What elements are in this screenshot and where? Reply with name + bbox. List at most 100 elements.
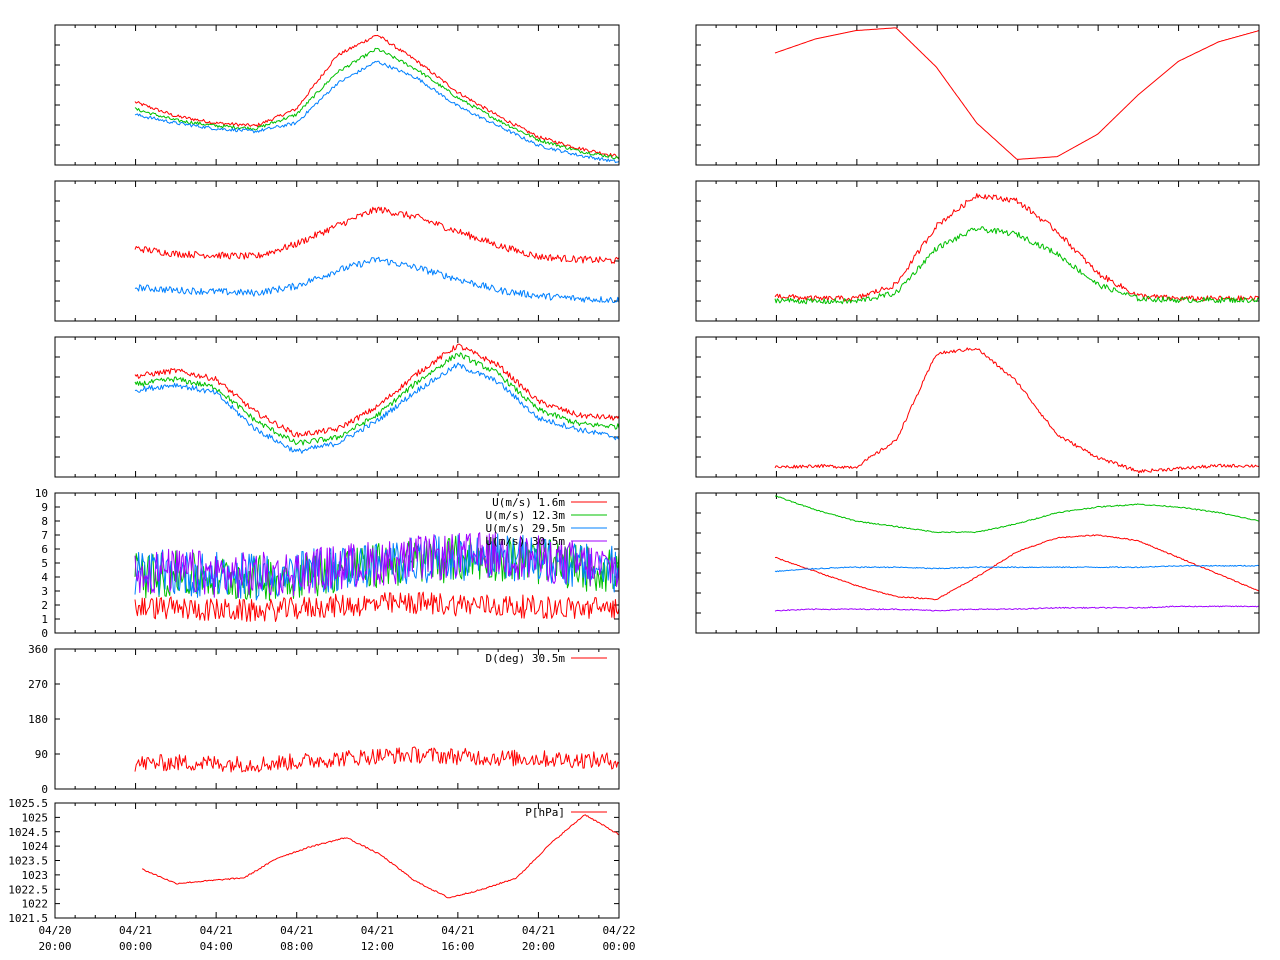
y-tick-label: 1023 (22, 869, 49, 882)
x-tick-date: 04/21 (119, 924, 152, 937)
y-tick-label: 8 (41, 515, 48, 528)
y-tick-label: 5 (41, 557, 48, 570)
x-tick-time: 00:00 (119, 940, 152, 953)
series-line-1 (134, 343, 619, 438)
y-tick-label: 1024.5 (8, 826, 48, 839)
series-line-2 (774, 226, 1259, 305)
plot-frame (54, 180, 620, 322)
series-line-4 (774, 605, 1259, 612)
series-group (134, 531, 619, 622)
legend-label: U(m/s) 30.5m (486, 535, 566, 548)
panel-wind-direction: 0 90 180 270 360 D(deg) 30.5m (28, 643, 620, 796)
panel-radiation (695, 180, 1260, 322)
y-tick-label: 2 (41, 599, 48, 612)
plot-frame (695, 180, 1260, 322)
series-line-4 (134, 531, 619, 598)
plot-frame (54, 648, 620, 790)
plot-frame (54, 24, 620, 166)
panel-net-radiation (695, 336, 1260, 478)
y-tick-label: 1022.5 (8, 883, 48, 896)
y-tick-label: 10 (35, 487, 48, 500)
series-line-1 (134, 591, 619, 622)
y-tick-label: 1022 (22, 898, 49, 911)
x-tick-date: 04/22 (602, 924, 635, 937)
x-tick-time: 08:00 (280, 940, 313, 953)
y-tick-label: 3 (41, 585, 48, 598)
x-tick-time: 12:00 (361, 940, 394, 953)
x-tick-date: 04/20 (38, 924, 71, 937)
series-group (141, 814, 619, 899)
series-group (774, 495, 1259, 612)
y-tick-label: 0 (41, 627, 48, 640)
series-line-1 (774, 27, 1259, 160)
panel-turbulence (54, 180, 620, 322)
x-tick-date: 04/21 (200, 924, 233, 937)
series-line-2 (134, 352, 619, 446)
series-line-1 (134, 34, 619, 159)
series-line-3 (134, 362, 619, 454)
y-tick-label: 1025 (22, 811, 49, 824)
y-tick-label: 1021.5 (8, 912, 48, 925)
y-tick-label: 1 (41, 613, 48, 626)
x-tick-date: 04/21 (522, 924, 555, 937)
series-line-1 (774, 347, 1259, 474)
y-tick-label: 180 (28, 713, 48, 726)
y-tick-label: 90 (35, 748, 48, 761)
x-tick-time: 20:00 (522, 940, 555, 953)
plot-frame (54, 336, 620, 478)
series-line-1 (134, 206, 619, 264)
series-group (134, 206, 619, 304)
y-tick-label: 270 (28, 678, 48, 691)
series-group (774, 27, 1259, 160)
series-line-1 (774, 495, 1259, 534)
plot-frame (695, 24, 1260, 166)
plot-frame (54, 802, 620, 919)
series-line-1 (774, 193, 1259, 302)
series-line-3 (134, 60, 619, 164)
y-tick-label: 0 (41, 783, 48, 796)
series-group (134, 343, 619, 454)
y-tick-label: 7 (41, 529, 48, 542)
y-tick-label: 1024 (22, 840, 49, 853)
legend-label: U(m/s) 29.5m (486, 522, 566, 535)
x-tick-date: 04/21 (361, 924, 394, 937)
series-line-1 (134, 746, 619, 773)
plot-frame (695, 336, 1260, 478)
legend-label: P[hPa] (525, 806, 565, 819)
panel-temperature (54, 24, 620, 166)
x-tick-time: 16:00 (441, 940, 474, 953)
series-group (774, 347, 1259, 474)
x-axis: 04/20 20:00 04/21 00:00 04/21 04:00 04/21 08:00… (38, 924, 635, 953)
panel-elevation (695, 24, 1260, 166)
panel-humidity (695, 492, 1260, 634)
x-tick-time: 20:00 (38, 940, 71, 953)
plot-frame (54, 492, 620, 634)
legend-label: U(m/s) 1.6m (492, 496, 565, 509)
y-tick-label: 9 (41, 501, 48, 514)
series-line-3 (774, 564, 1259, 573)
x-tick-time: 00:00 (602, 940, 635, 953)
series-line-1 (141, 814, 619, 899)
legend-label: D(deg) 30.5m (486, 652, 566, 665)
series-line-2 (774, 534, 1259, 601)
series-line-2 (134, 256, 619, 304)
series-group (134, 746, 619, 773)
series-group (134, 34, 619, 164)
series-group (774, 193, 1259, 305)
y-tick-label: 4 (41, 571, 48, 584)
panel-temperature-profile (54, 336, 620, 478)
legend-label: U(m/s) 12.3m (486, 509, 566, 522)
x-tick-date: 04/21 (441, 924, 474, 937)
y-tick-label: 6 (41, 543, 48, 556)
plot-frame (695, 492, 1260, 634)
x-tick-time: 04:00 (200, 940, 233, 953)
series-line-2 (134, 47, 619, 160)
y-tick-label: 360 (28, 643, 48, 656)
y-tick-label: 1025.5 (8, 797, 48, 810)
y-tick-label: 1023.5 (8, 855, 48, 868)
x-tick-date: 04/21 (280, 924, 313, 937)
